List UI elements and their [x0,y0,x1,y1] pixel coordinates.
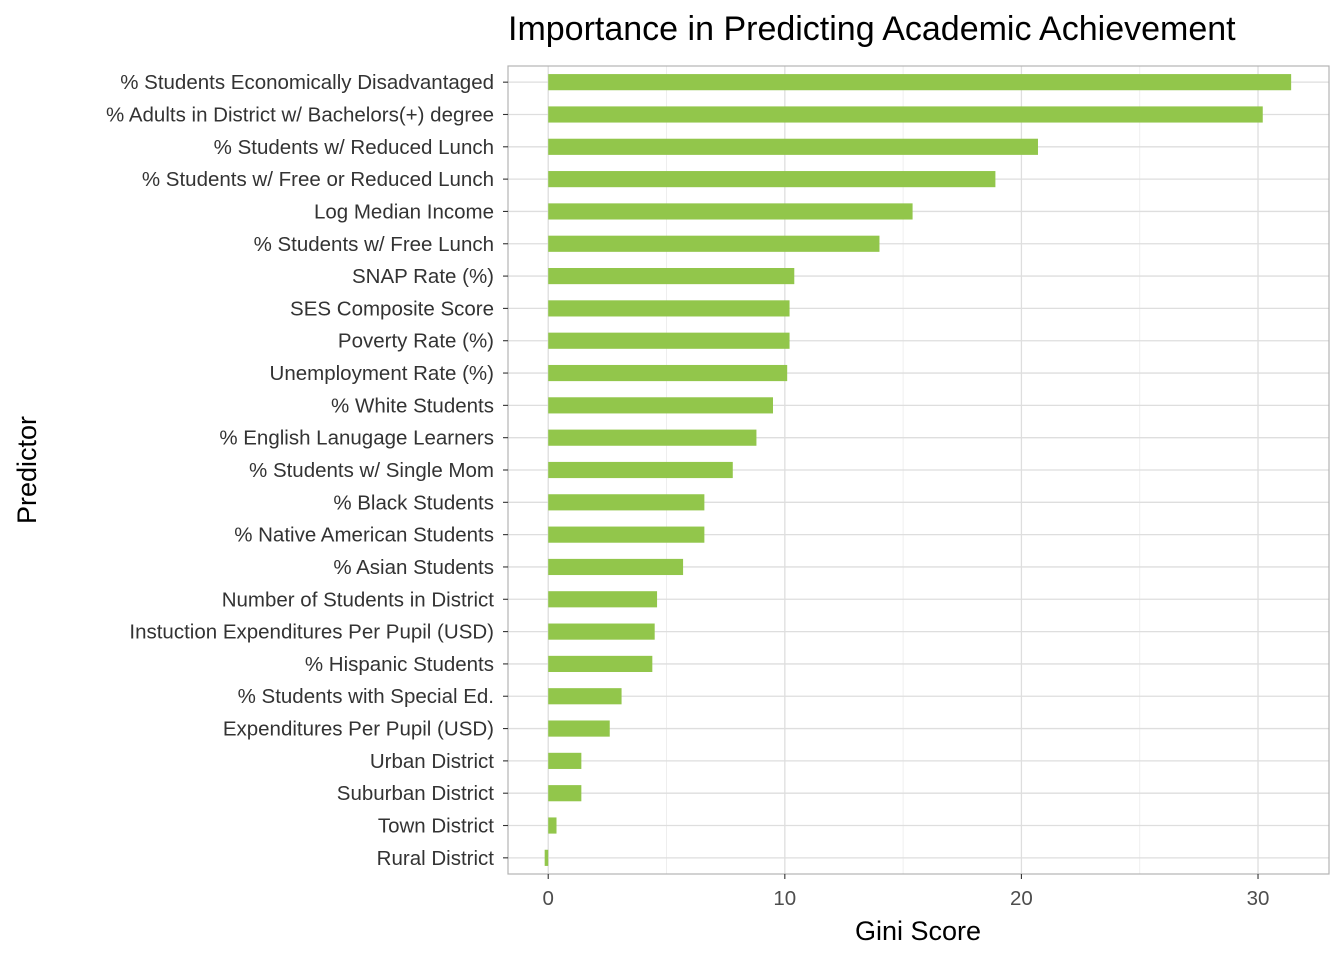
x-tick-label: 0 [543,887,554,910]
bar [548,752,582,769]
y-tick-label: % Students w/ Free or Reduced Lunch [142,168,494,191]
y-tick-label: % White Students [331,394,494,417]
bar [548,429,757,446]
x-tick-label: 10 [773,887,796,910]
x-axis-ticks: 0 10 20 30 [543,874,1270,910]
y-tick-label: % Students w/ Reduced Lunch [214,136,494,159]
y-tick-label: Rural District [377,847,495,870]
bar [548,526,705,543]
y-tick-label: Log Median Income [314,200,494,223]
bar [548,688,622,705]
y-tick-label: Poverty Rate (%) [338,330,494,353]
y-tick-label: % Students Economically Disadvantaged [120,71,494,94]
y-tick-label: Urban District [370,750,494,773]
bars [544,74,1292,866]
y-tick-label: SNAP Rate (%) [352,265,494,288]
bar [548,397,773,414]
bar [548,74,1292,91]
bar [548,364,788,382]
y-axis-title: Predictor [12,416,42,524]
bar [548,494,705,511]
bar [548,461,733,479]
bar [548,171,996,188]
bar [548,300,790,317]
bar [548,332,790,349]
y-axis-ticks: % Students Economically Disadvantaged % A… [106,71,508,870]
bar [548,785,582,802]
bar [548,623,655,640]
y-tick-label: % Students w/ Single Mom [249,459,494,482]
chart-title: Importance in Predicting Academic Achiev… [508,10,1236,48]
bar [548,817,557,834]
bar [548,720,610,737]
y-tick-label: Number of Students in District [222,588,495,611]
y-tick-label: Suburban District [337,782,495,805]
x-axis-title: Gini Score [855,916,981,946]
y-tick-label: Town District [378,815,494,838]
x-tick-label: 30 [1247,887,1270,910]
bar [548,655,653,672]
y-tick-label: % Students w/ Free Lunch [254,233,494,256]
y-tick-label: % Adults in District w/ Bachelors(+) deg… [106,103,494,126]
y-tick-label: SES Composite Score [290,297,494,320]
bar [548,268,795,285]
y-tick-label: Unemployment Rate (%) [270,362,494,385]
bar [548,591,658,608]
y-tick-label: % Students with Special Ed. [238,685,494,708]
bar [548,235,880,252]
y-tick-label: Instuction Expenditures Per Pupil (USD) [129,621,494,644]
y-tick-label: % English Lanugage Learners [219,427,494,450]
y-tick-label: % Black Students [333,491,494,514]
y-tick-label: % Asian Students [333,556,494,579]
bar [548,106,1263,123]
y-tick-label: Expenditures Per Pupil (USD) [223,718,494,741]
y-tick-label: % Native American Students [234,524,494,547]
y-tick-label: % Hispanic Students [305,653,494,676]
bar [544,849,549,866]
bar [548,558,684,576]
bar [548,203,913,220]
x-tick-label: 20 [1010,887,1033,910]
bar [548,138,1038,155]
